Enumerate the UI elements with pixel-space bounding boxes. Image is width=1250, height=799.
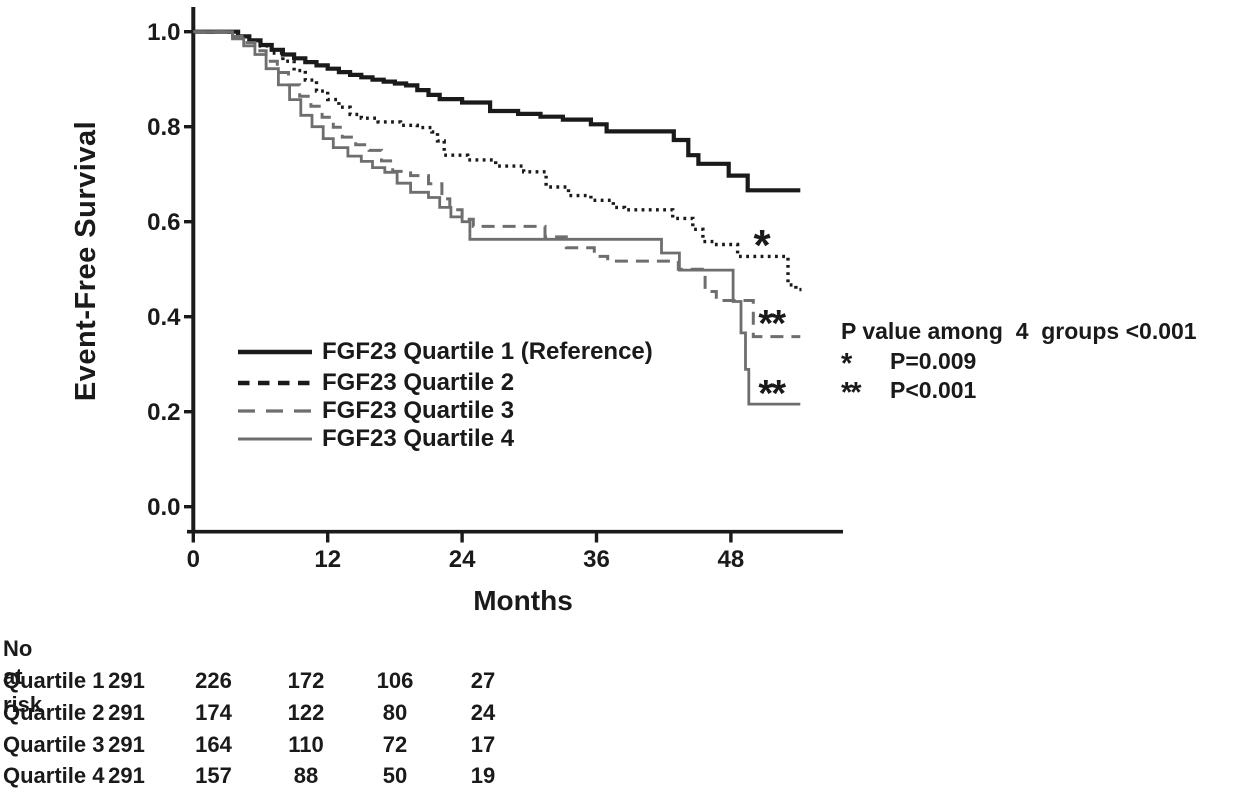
risk-table-title: No at risk <box>3 636 43 717</box>
pvalue-text: P=0.009 <box>890 348 977 374</box>
y-tick-label: 1.0 <box>147 19 180 46</box>
risk-count: 24 <box>470 700 496 725</box>
risk-row-label: Quartile 2 <box>3 700 105 725</box>
risk-count: 110 <box>288 732 324 757</box>
risk-row-label: Quartile 4 <box>3 763 105 788</box>
y-tick-label: 0.0 <box>147 494 180 521</box>
risk-count: 19 <box>470 763 496 788</box>
km-curve-quartile-2 <box>193 30 802 292</box>
risk-row-label: Quartile 1 <box>3 668 105 693</box>
legend-label-quartile-1: FGF23 Quartile 1 (Reference) <box>322 338 653 365</box>
y-tick-label: 0.2 <box>147 399 180 426</box>
risk-count: 106 <box>376 668 414 693</box>
significance-asterisk: ** <box>758 303 786 345</box>
risk-row-quartile-3: Quartile 3 291 164 110 72 17 <box>0 731 560 759</box>
x-tick-label: 48 <box>718 546 745 573</box>
risk-row-quartile-1: Quartile 1 291 226 172 106 27 <box>0 667 560 695</box>
risk-count: 88 <box>293 763 319 788</box>
y-tick-label: 0.4 <box>147 304 181 331</box>
risk-count: 72 <box>382 732 408 757</box>
risk-row-quartile-4: Quartile 4 291 157 88 50 19 <box>0 762 560 790</box>
pvalue-text: P value among 4 groups <0.001 <box>841 318 1197 344</box>
risk-count: 291 <box>108 668 145 693</box>
km-curve-quartile-1 <box>193 29 801 193</box>
risk-count: 226 <box>195 668 232 693</box>
legend-label-quartile-2: FGF23 Quartile 2 <box>322 369 515 396</box>
risk-count: 164 <box>195 732 232 757</box>
x-axis-title: Months <box>473 585 573 616</box>
legend-label-quartile-3: FGF23 Quartile 3 <box>322 397 515 424</box>
risk-count: 27 <box>470 668 496 693</box>
significance-asterisk: * <box>754 221 772 270</box>
risk-count: 291 <box>108 700 145 725</box>
risk-row-quartile-2: Quartile 2 291 174 122 80 24 <box>0 699 560 727</box>
pvalue-star: * <box>841 348 852 380</box>
km-curve-quartile-3 <box>193 30 801 339</box>
risk-count: 291 <box>108 732 145 757</box>
pvalue-line-1: P value among 4 groups <0.001 <box>841 317 1197 346</box>
x-tick-label: 36 <box>583 546 610 573</box>
km-curve-quartile-4 <box>193 30 801 406</box>
pvalue-annotation-block: P value among 4 groups <0.001 * P=0.009 ** P… <box>841 317 1197 408</box>
risk-count: 157 <box>195 763 232 788</box>
pvalue-star: ** <box>841 377 862 409</box>
x-tick-label: 0 <box>187 546 200 573</box>
risk-count: 291 <box>108 763 145 788</box>
pvalue-line-2: * P=0.009 <box>841 346 1197 379</box>
y-tick-label: 0.8 <box>147 114 180 141</box>
pvalue-line-3: ** P<0.001 <box>841 375 1197 408</box>
risk-count: 172 <box>287 668 325 693</box>
risk-count: 174 <box>195 700 232 725</box>
pvalue-text: P<0.001 <box>890 377 977 403</box>
y-tick-label: 0.6 <box>147 209 180 236</box>
risk-count: 50 <box>382 763 408 788</box>
significance-asterisk: ** <box>758 373 786 415</box>
x-tick-label: 24 <box>449 546 476 573</box>
x-tick-label: 12 <box>314 546 341 573</box>
risk-count: 17 <box>470 732 496 757</box>
risk-count: 80 <box>382 700 408 725</box>
risk-count: 122 <box>287 700 325 725</box>
risk-row-label: Quartile 3 <box>3 732 105 757</box>
legend-label-quartile-4: FGF23 Quartile 4 <box>322 425 515 452</box>
y-axis-title: Event-Free Survival <box>70 120 102 402</box>
